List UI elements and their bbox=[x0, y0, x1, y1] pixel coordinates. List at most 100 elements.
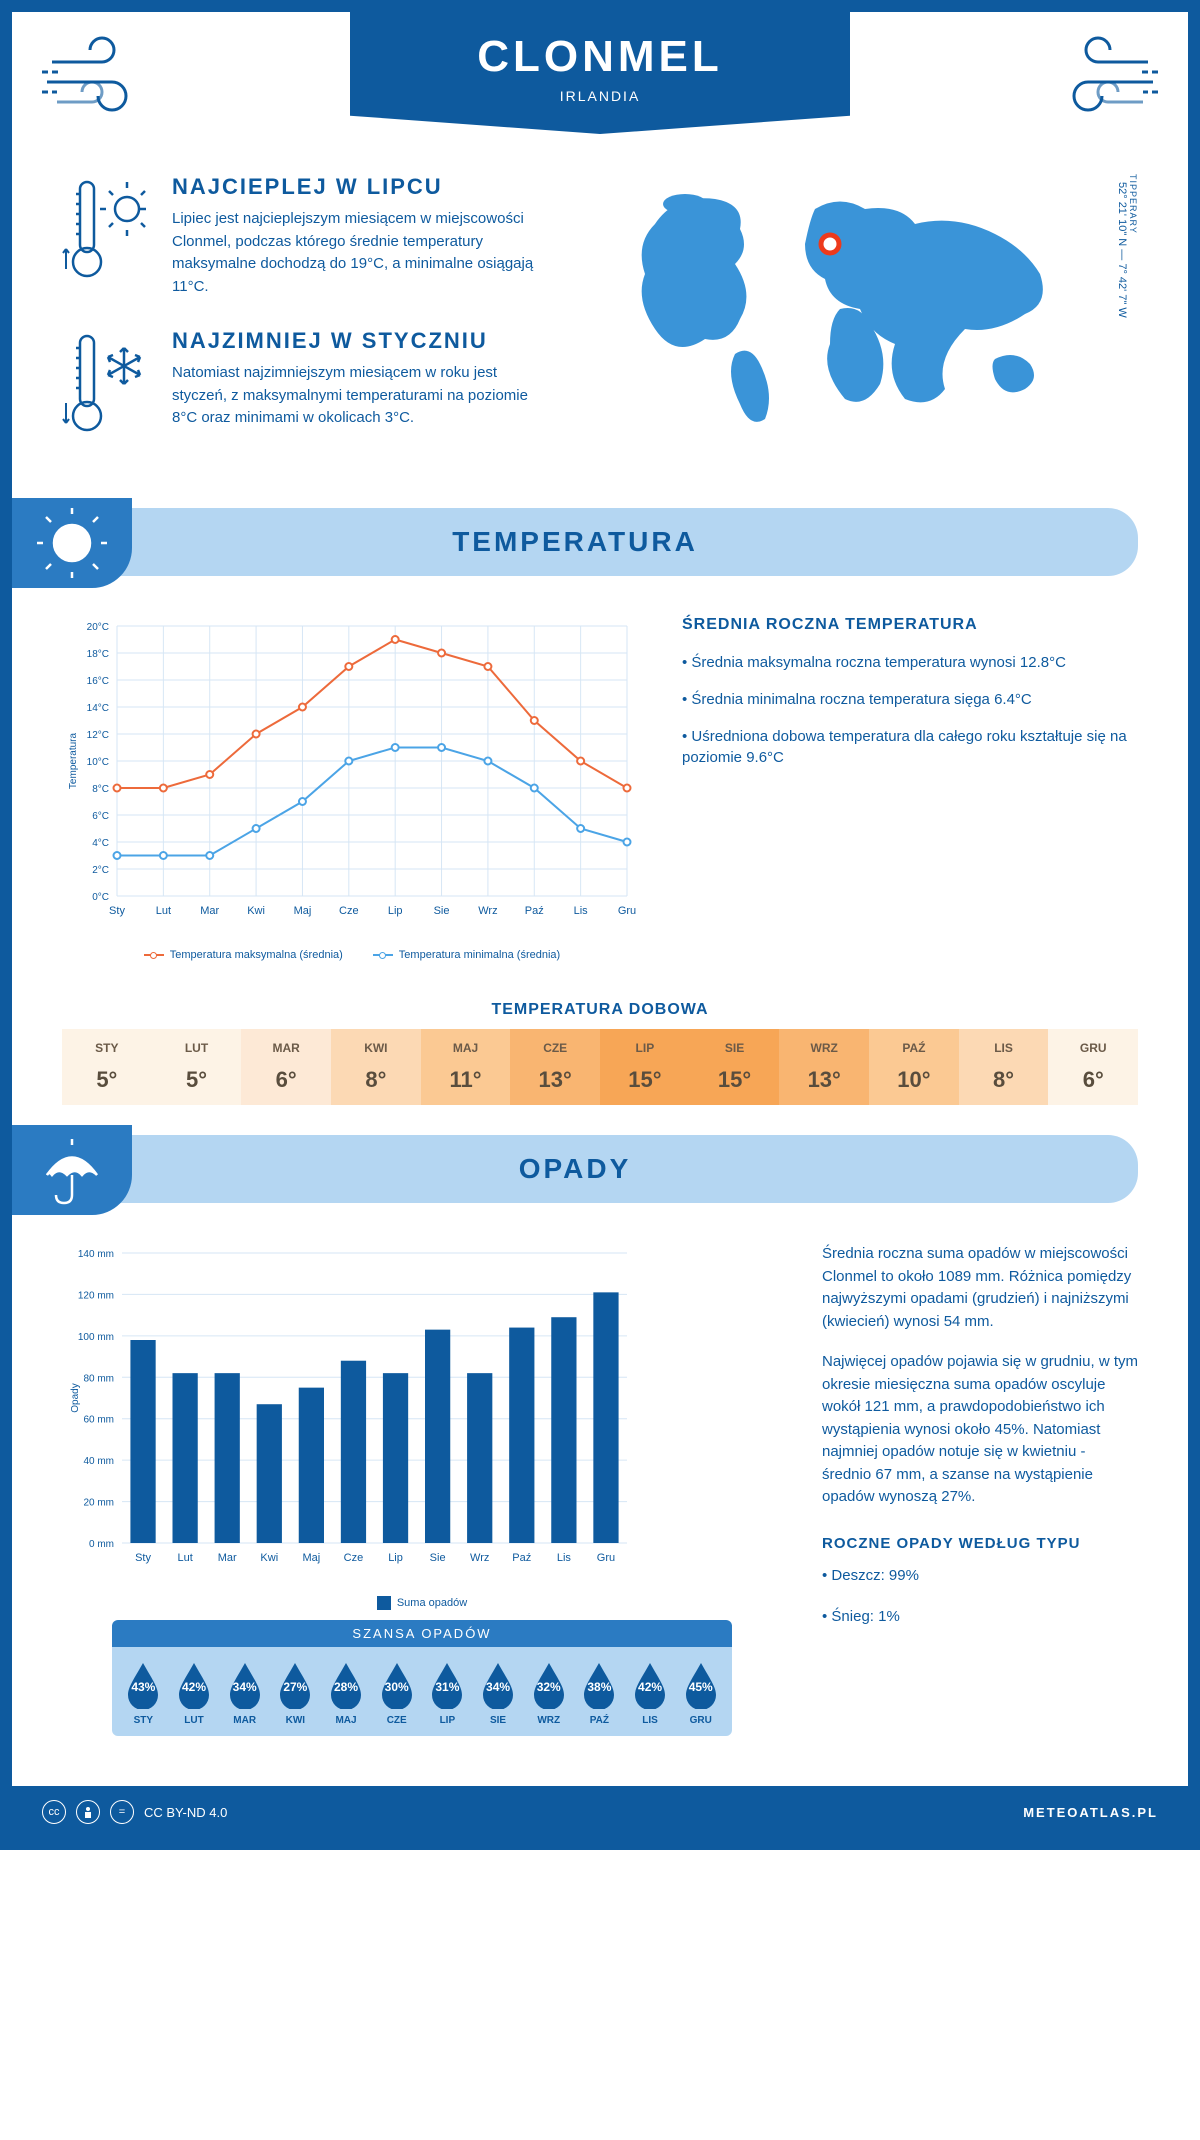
thermometer-sun-icon bbox=[62, 174, 152, 284]
daily-cell: STY5° bbox=[62, 1029, 152, 1105]
chance-month: CZE bbox=[371, 1715, 422, 1726]
daily-cell: WRZ 13° bbox=[779, 1029, 869, 1105]
stat-bullet: • Uśredniona dobowa temperatura dla całe… bbox=[682, 726, 1138, 768]
svg-text:Sty: Sty bbox=[109, 905, 125, 917]
coldest-body: Natomiast najzimniejszym miesiącem w rok… bbox=[172, 362, 552, 430]
svg-text:20 mm: 20 mm bbox=[83, 1498, 114, 1509]
svg-text:Cze: Cze bbox=[344, 1552, 364, 1564]
precipitation-legend: Suma opadów bbox=[62, 1596, 782, 1610]
daily-cell: LIP 15° bbox=[600, 1029, 690, 1105]
daily-value: 13° bbox=[510, 1067, 600, 1093]
raindrop-icon: 27% bbox=[276, 1661, 314, 1709]
chance-value: 28% bbox=[334, 1680, 358, 1694]
daily-month: LIP bbox=[600, 1041, 690, 1055]
daily-month: STY bbox=[62, 1041, 152, 1055]
infographic-frame: CLONMEL IRLANDIA bbox=[0, 0, 1200, 1850]
by-icon bbox=[76, 1800, 100, 1824]
chance-month: STY bbox=[118, 1715, 169, 1726]
daily-value: 8° bbox=[331, 1067, 421, 1093]
svg-text:Mar: Mar bbox=[200, 905, 219, 917]
map-wrap: TIPPERARY 52° 21' 10" N — 7° 42' 7" W bbox=[615, 174, 1138, 468]
chance-cell: 42% LIS bbox=[625, 1661, 676, 1726]
chance-cell: 27% KWI bbox=[270, 1661, 321, 1726]
svg-text:4°C: 4°C bbox=[92, 838, 109, 849]
chance-cell: 34% MAR bbox=[219, 1661, 270, 1726]
daily-month: MAR bbox=[241, 1041, 331, 1055]
daily-month: KWI bbox=[331, 1041, 421, 1055]
daily-cell: PAŹ10° bbox=[869, 1029, 959, 1105]
legend-item: Temperatura minimalna (średnia) bbox=[373, 949, 560, 961]
daily-month: GRU bbox=[1048, 1041, 1138, 1055]
raindrop-icon: 30% bbox=[378, 1661, 416, 1709]
chance-cell: 31% LIP bbox=[422, 1661, 473, 1726]
coldest-title: NAJZIMNIEJ W STYCZNIU bbox=[172, 328, 552, 354]
daily-cell: MAJ11° bbox=[421, 1029, 511, 1105]
svg-text:12°C: 12°C bbox=[87, 730, 109, 741]
chance-cell: 43% STY bbox=[118, 1661, 169, 1726]
svg-text:Lis: Lis bbox=[557, 1552, 572, 1564]
svg-text:60 mm: 60 mm bbox=[83, 1415, 114, 1426]
daily-month: WRZ bbox=[779, 1041, 869, 1055]
svg-text:40 mm: 40 mm bbox=[83, 1456, 114, 1467]
precipitation-text: Średnia roczna suma opadów w miejscowośc… bbox=[822, 1243, 1138, 1766]
chance-value: 27% bbox=[283, 1680, 307, 1694]
daily-value: 6° bbox=[1048, 1067, 1138, 1093]
chance-month: PAŹ bbox=[574, 1715, 625, 1726]
svg-text:Lip: Lip bbox=[388, 905, 403, 917]
raindrop-icon: 34% bbox=[226, 1661, 264, 1709]
chance-month: MAR bbox=[219, 1715, 270, 1726]
daily-temperature-title: TEMPERATURA DOBOWA bbox=[12, 1001, 1188, 1019]
wind-icon-right bbox=[1038, 32, 1158, 127]
svg-text:Lis: Lis bbox=[574, 905, 589, 917]
svg-text:Gru: Gru bbox=[618, 905, 636, 917]
svg-text:0°C: 0°C bbox=[92, 892, 109, 903]
svg-text:Sie: Sie bbox=[430, 1552, 446, 1564]
svg-text:16°C: 16°C bbox=[87, 676, 109, 687]
precip-p2: Najwięcej opadów pojawia się w grudniu, … bbox=[822, 1351, 1138, 1509]
temperature-title: TEMPERATURA bbox=[12, 526, 1138, 558]
chance-value: 31% bbox=[435, 1680, 459, 1694]
precip-p1: Średnia roczna suma opadów w miejscowośc… bbox=[822, 1243, 1138, 1333]
temperature-header: TEMPERATURA bbox=[12, 508, 1138, 576]
daily-value: 13° bbox=[779, 1067, 869, 1093]
svg-text:120 mm: 120 mm bbox=[78, 1290, 114, 1301]
daily-month: LIS bbox=[959, 1041, 1049, 1055]
svg-text:Paź: Paź bbox=[525, 905, 544, 917]
nd-icon: = bbox=[110, 1800, 134, 1824]
warmest-title: NAJCIEPLEJ W LIPCU bbox=[172, 174, 552, 200]
chance-month: GRU bbox=[675, 1715, 726, 1726]
chance-month: MAJ bbox=[321, 1715, 372, 1726]
daily-cell: SIE15° bbox=[690, 1029, 780, 1105]
svg-text:Opady: Opady bbox=[70, 1383, 81, 1412]
svg-text:18°C: 18°C bbox=[87, 649, 109, 660]
svg-text:Wrz: Wrz bbox=[478, 905, 497, 917]
location-marker bbox=[821, 235, 839, 253]
svg-text:140 mm: 140 mm bbox=[78, 1249, 114, 1260]
daily-month: MAJ bbox=[421, 1041, 511, 1055]
raindrop-icon: 38% bbox=[580, 1661, 618, 1709]
svg-text:2°C: 2°C bbox=[92, 865, 109, 876]
raindrop-icon: 32% bbox=[530, 1661, 568, 1709]
svg-text:Maj: Maj bbox=[303, 1552, 321, 1564]
daily-value: 8° bbox=[959, 1067, 1049, 1093]
daily-cell: CZE13° bbox=[510, 1029, 600, 1105]
stat-bullet: • Średnia minimalna roczna temperatura s… bbox=[682, 689, 1138, 710]
svg-text:Paź: Paź bbox=[512, 1552, 531, 1564]
daily-cell: MAR 6° bbox=[241, 1029, 331, 1105]
footer: cc = CC BY-ND 4.0 METEOATLAS.PL bbox=[12, 1786, 1188, 1838]
chance-cell: 45% GRU bbox=[675, 1661, 726, 1726]
daily-month: LUT bbox=[152, 1041, 242, 1055]
svg-text:Kwi: Kwi bbox=[247, 905, 265, 917]
svg-text:Mar: Mar bbox=[218, 1552, 237, 1564]
svg-text:Lut: Lut bbox=[177, 1552, 192, 1564]
daily-value: 15° bbox=[600, 1067, 690, 1093]
coordinates: TIPPERARY 52° 21' 10" N — 7° 42' 7" W bbox=[1116, 174, 1138, 318]
raindrop-icon: 45% bbox=[682, 1661, 720, 1709]
daily-value: 6° bbox=[241, 1067, 331, 1093]
stats-title: ŚREDNIA ROCZNA TEMPERATURA bbox=[682, 616, 1138, 634]
chance-cell: 38% PAŹ bbox=[574, 1661, 625, 1726]
daily-cell: GRU 6° bbox=[1048, 1029, 1138, 1105]
svg-text:Lip: Lip bbox=[388, 1552, 403, 1564]
svg-text:6°C: 6°C bbox=[92, 811, 109, 822]
world-map bbox=[615, 174, 1108, 429]
